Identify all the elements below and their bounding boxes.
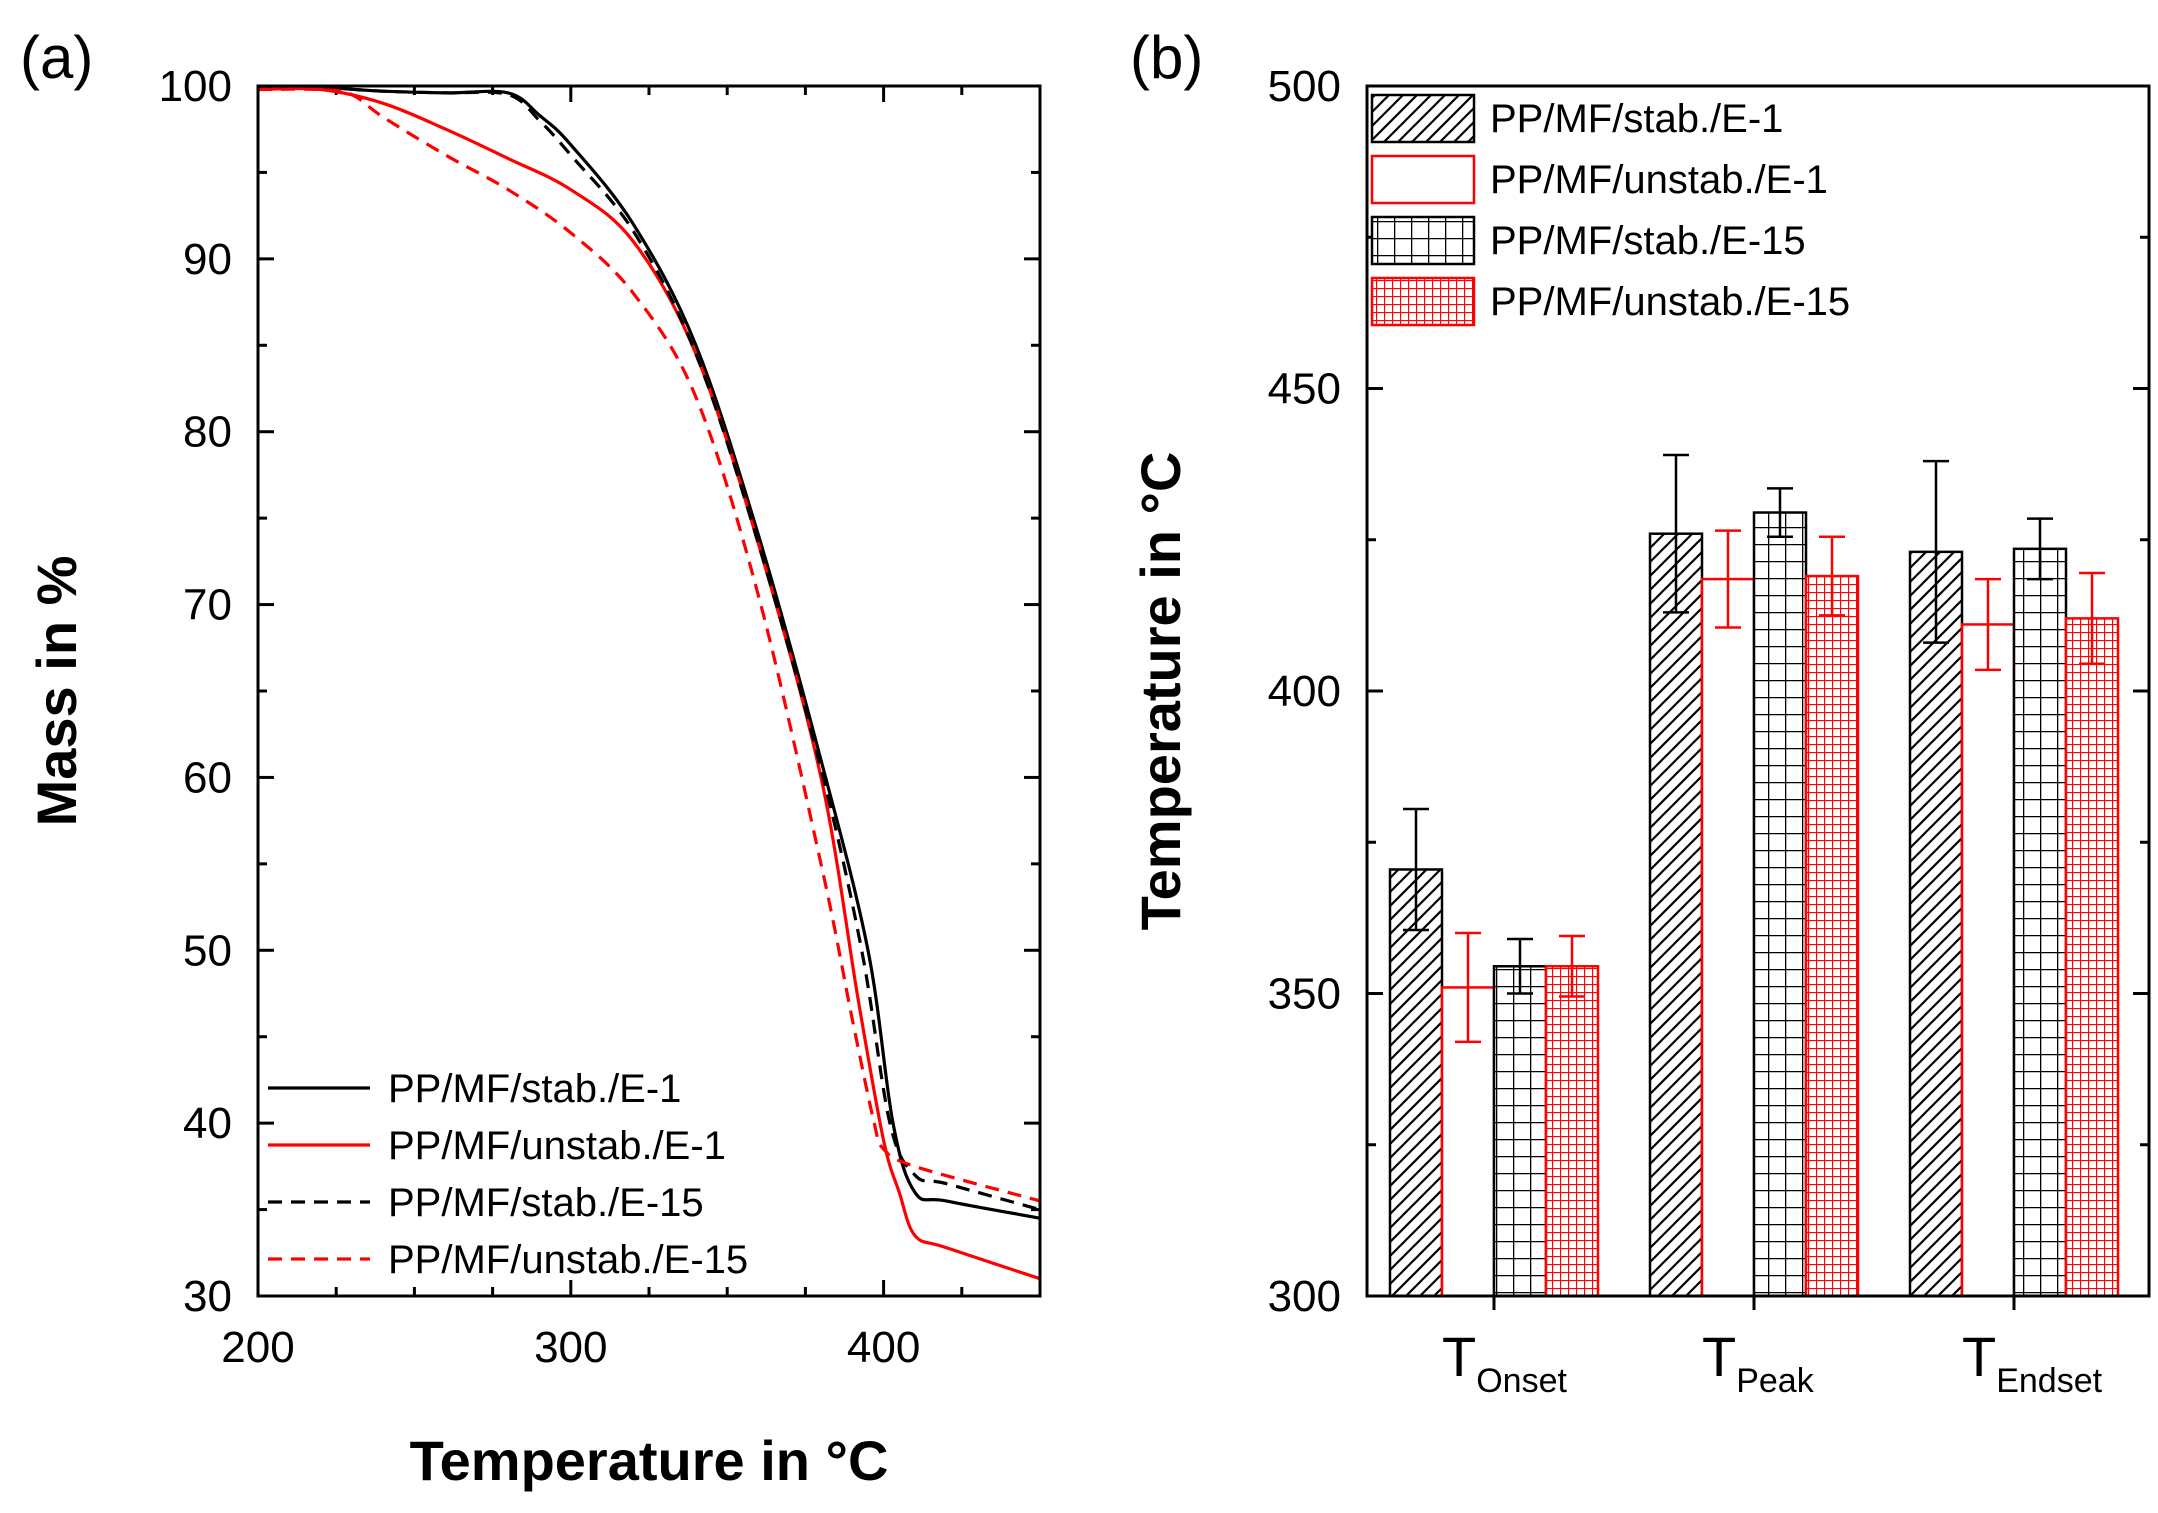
bar-1-3 — [1492, 965, 1548, 1298]
y-tick-label: 300 — [1268, 1272, 1341, 1321]
panel-a-ticks: 200 300 400 30 40 50 60 70 80 90 100 — [159, 62, 1042, 1372]
y-tick-label: 400 — [1268, 667, 1341, 716]
series-line-2 — [257, 86, 1041, 1281]
bar-2-3 — [1752, 511, 1808, 1298]
panel-a-x-axis-title: Temperature in °C — [410, 1429, 889, 1492]
y-tick-label: 450 — [1268, 365, 1341, 414]
panel-b-label: (b) — [1130, 24, 1203, 91]
legend-label: PP/MF/stab./E-15 — [1490, 219, 1806, 263]
category-label-sub: Onset — [1476, 1362, 1567, 1400]
bar-3-1 — [1908, 550, 1964, 1298]
bar-3-2 — [1960, 623, 2016, 1298]
panel-b-plot-frame — [1365, 84, 2151, 1298]
x-tick-label: 200 — [221, 1323, 294, 1372]
y-tick-label: 100 — [159, 62, 232, 111]
series-line-3 — [257, 85, 1041, 1212]
bar-3-3 — [2012, 547, 2068, 1298]
panel-a-legend: PP/MF/stab./E-1 PP/MF/unstab./E-1 PP/MF/st… — [268, 1067, 748, 1282]
category-label-main: T — [1442, 1325, 1476, 1388]
panel-a-y-axis-title: Mass in % — [25, 556, 88, 827]
panel-b-legend: PP/MF/stab./E-1 PP/MF/unstab./E-1 PP/MF/st… — [1370, 93, 1850, 327]
y-tick-label: 50 — [183, 926, 232, 975]
legend-label: PP/MF/unstab./E-15 — [388, 1238, 748, 1282]
x-tick-label: 300 — [534, 1323, 607, 1372]
category-label-sub: Endset — [1996, 1362, 2102, 1400]
category-label: TPeak — [1702, 1325, 1815, 1400]
bar-3-4 — [2064, 617, 2120, 1298]
bar-1-1 — [1388, 868, 1444, 1298]
legend-label: PP/MF/unstab./E-1 — [388, 1124, 726, 1168]
y-tick-label: 30 — [183, 1272, 232, 1321]
legend-label: PP/MF/unstab./E-1 — [1490, 158, 1828, 202]
panel-a-plot-frame — [256, 84, 1042, 1298]
legend-label: PP/MF/unstab./E-15 — [1490, 280, 1850, 324]
legend-label: PP/MF/stab./E-1 — [388, 1067, 681, 1111]
bar-2-1 — [1648, 532, 1704, 1298]
legend-swatch — [1370, 276, 1476, 327]
category-label: TOnset — [1442, 1325, 1567, 1400]
panel-a-series — [257, 85, 1041, 1281]
legend-label: PP/MF/stab./E-15 — [388, 1181, 704, 1225]
category-label-main: T — [1702, 1325, 1736, 1388]
panel-b-bars — [1388, 453, 2120, 1298]
y-tick-label: 500 — [1268, 62, 1341, 111]
legend-swatch — [1370, 154, 1476, 205]
y-tick-label: 350 — [1268, 970, 1341, 1019]
panel-b-y-axis-title: Temperature in °C — [1129, 452, 1192, 931]
legend-swatch — [1370, 93, 1476, 144]
legend-swatch — [1370, 215, 1476, 266]
category-label-sub: Peak — [1736, 1362, 1814, 1400]
bar-1-4 — [1544, 965, 1600, 1298]
x-tick-label: 400 — [847, 1323, 920, 1372]
y-tick-label: 80 — [183, 408, 232, 457]
category-label: TEndset — [1962, 1325, 2103, 1400]
y-tick-label: 70 — [183, 581, 232, 630]
panel-a-label: (a) — [20, 24, 93, 91]
bar-2-4 — [1804, 574, 1860, 1298]
y-tick-label: 60 — [183, 753, 232, 802]
y-tick-label: 40 — [183, 1099, 232, 1148]
bar-2-2 — [1700, 577, 1756, 1298]
y-tick-label: 90 — [183, 235, 232, 284]
series-line-4 — [257, 87, 1041, 1203]
category-label-main: T — [1962, 1325, 1996, 1388]
mass-loss-chart: (a) 200 300 400 30 40 50 60 70 80 90 100 Temperatu… — [20, 24, 1042, 1492]
legend-label: PP/MF/stab./E-1 — [1490, 97, 1783, 141]
